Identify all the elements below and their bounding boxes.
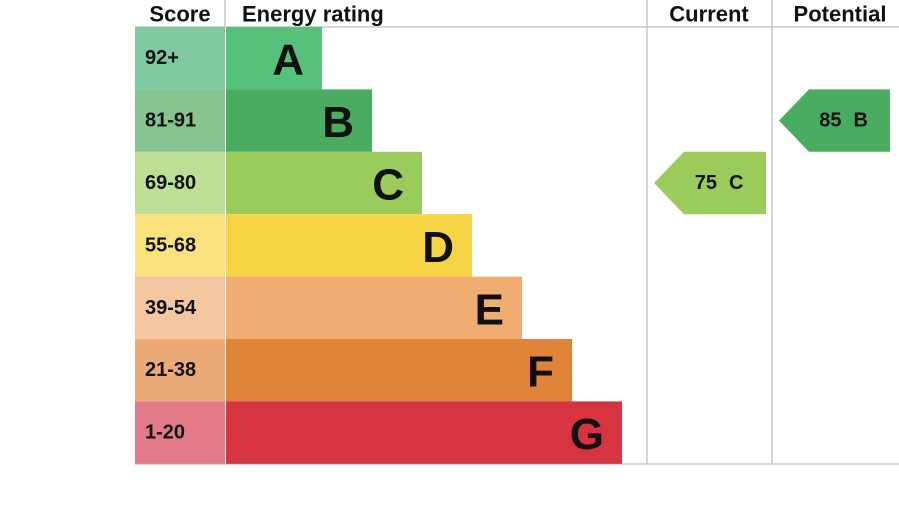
current-arrow xyxy=(654,151,766,215)
rating-letter: E xyxy=(475,285,504,334)
score-cell xyxy=(135,339,225,402)
rating-bar xyxy=(226,27,322,90)
score-range: 92+ xyxy=(145,47,179,69)
rating-bar xyxy=(226,339,572,402)
header-potential: Potential xyxy=(794,2,887,27)
rating-bar xyxy=(226,151,422,215)
score-range: 1-20 xyxy=(145,422,185,444)
score-range: 69-80 xyxy=(145,172,196,194)
score-cell xyxy=(135,27,225,90)
score-cell xyxy=(135,214,225,277)
rating-bar xyxy=(226,89,372,152)
current-rating: C xyxy=(729,172,743,194)
header-rating: Energy rating xyxy=(242,2,384,27)
potential-arrow xyxy=(779,89,890,152)
score-cell xyxy=(135,276,225,339)
rating-letter: C xyxy=(372,161,404,210)
rating-bar xyxy=(226,401,622,464)
rating-bar xyxy=(226,214,472,277)
current-value: 75 xyxy=(695,172,717,194)
score-range: 55-68 xyxy=(145,234,196,256)
rating-bar xyxy=(226,276,522,339)
score-cell xyxy=(135,89,225,152)
header-current: Current xyxy=(669,2,749,27)
rating-letter: D xyxy=(422,223,454,272)
rating-letter: F xyxy=(527,348,554,397)
potential-rating: B xyxy=(854,110,868,132)
score-range: 81-91 xyxy=(145,110,196,132)
score-range: 39-54 xyxy=(145,297,197,319)
rating-letter: A xyxy=(272,36,304,85)
rating-letter: B xyxy=(322,98,354,147)
potential-value: 85 xyxy=(819,110,841,132)
score-range: 21-38 xyxy=(145,359,196,381)
score-cell xyxy=(135,151,225,215)
score-cell xyxy=(135,401,225,464)
header-score: Score xyxy=(149,2,210,27)
rating-letter: G xyxy=(570,410,604,459)
